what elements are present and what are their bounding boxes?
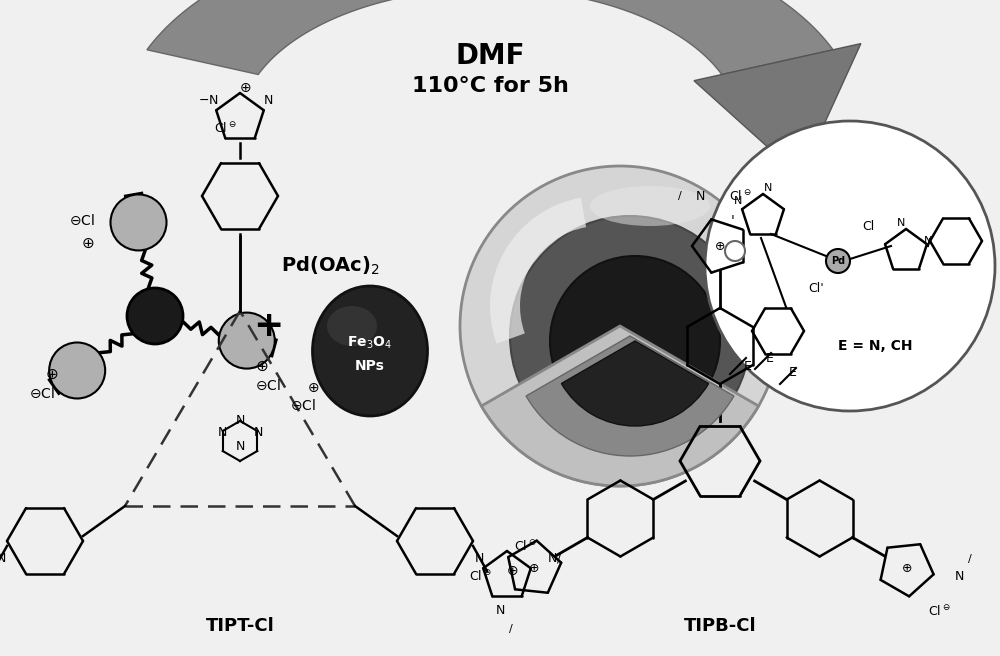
Circle shape xyxy=(826,249,850,273)
Text: Fe$_3$O$_4$: Fe$_3$O$_4$ xyxy=(347,335,393,351)
Text: N$/$: N$/$ xyxy=(547,551,563,565)
Text: E: E xyxy=(766,352,774,365)
Circle shape xyxy=(550,256,720,426)
Text: Cl$^\ominus$: Cl$^\ominus$ xyxy=(514,539,536,554)
Ellipse shape xyxy=(312,286,428,416)
Text: $\ominus$Cl: $\ominus$Cl xyxy=(69,214,95,228)
Text: N: N xyxy=(897,218,905,228)
Text: N: N xyxy=(764,183,772,193)
Text: N: N xyxy=(955,569,964,583)
Circle shape xyxy=(219,313,275,369)
Circle shape xyxy=(510,216,750,456)
Text: N: N xyxy=(253,426,263,440)
Text: $/$: $/$ xyxy=(508,622,513,634)
Text: $\oplus$: $\oplus$ xyxy=(901,562,912,575)
Text: N: N xyxy=(235,440,245,453)
Text: ': ' xyxy=(731,214,735,228)
Text: Cl': Cl' xyxy=(808,283,824,295)
Text: TIPB-Cl: TIPB-Cl xyxy=(684,617,756,635)
Text: DMF: DMF xyxy=(455,42,525,70)
Text: $\oplus$: $\oplus$ xyxy=(714,239,726,253)
Text: $\oplus$: $\oplus$ xyxy=(506,564,518,578)
Circle shape xyxy=(460,166,780,486)
Text: $-$N: $-$N xyxy=(198,94,218,106)
Polygon shape xyxy=(694,43,861,176)
Text: Pd: Pd xyxy=(831,256,845,266)
Text: $\ominus$Cl: $\ominus$Cl xyxy=(290,399,316,413)
Ellipse shape xyxy=(590,186,710,226)
Text: Cl: Cl xyxy=(862,220,874,232)
Text: $\ominus$Cl: $\ominus$Cl xyxy=(255,379,281,393)
Text: $\oplus$: $\oplus$ xyxy=(255,358,269,373)
Text: $\oplus$: $\oplus$ xyxy=(307,381,319,395)
Text: N: N xyxy=(496,604,505,617)
Wedge shape xyxy=(526,336,734,456)
Text: Cl$^\ominus$: Cl$^\ominus$ xyxy=(214,121,236,136)
Text: Cl$^\ominus$: Cl$^\ominus$ xyxy=(729,188,751,203)
Circle shape xyxy=(127,288,183,344)
Text: $\oplus$: $\oplus$ xyxy=(528,562,539,575)
Text: N: N xyxy=(695,190,705,203)
Text: E: E xyxy=(789,367,797,380)
Circle shape xyxy=(725,241,745,261)
Text: N: N xyxy=(474,552,484,565)
Text: N: N xyxy=(0,552,6,565)
Text: +: + xyxy=(253,309,283,343)
Wedge shape xyxy=(490,197,586,344)
Circle shape xyxy=(111,194,167,251)
Text: $\oplus$: $\oplus$ xyxy=(239,81,251,95)
Wedge shape xyxy=(561,341,709,426)
Circle shape xyxy=(705,121,995,411)
Text: N: N xyxy=(217,426,227,440)
Ellipse shape xyxy=(327,306,377,346)
Text: Pd(OAc)$_2$: Pd(OAc)$_2$ xyxy=(281,255,379,277)
Text: $/$: $/$ xyxy=(967,552,972,565)
Wedge shape xyxy=(481,326,759,486)
Text: E = N, CH: E = N, CH xyxy=(838,339,912,353)
Text: 110°C for 5h: 110°C for 5h xyxy=(412,76,568,96)
Text: $\ominus$Cl: $\ominus$Cl xyxy=(29,387,55,401)
Text: $\oplus$: $\oplus$ xyxy=(45,367,59,382)
Text: TIPT-Cl: TIPT-Cl xyxy=(206,617,274,635)
Text: NPs: NPs xyxy=(355,359,385,373)
Text: N: N xyxy=(924,236,932,246)
Text: Cl$^\ominus$: Cl$^\ominus$ xyxy=(928,604,951,619)
Text: $\oplus$: $\oplus$ xyxy=(81,236,95,251)
Text: E: E xyxy=(744,359,752,373)
Text: N: N xyxy=(235,415,245,428)
Text: $/$: $/$ xyxy=(677,190,683,203)
Text: N: N xyxy=(263,94,273,106)
Polygon shape xyxy=(147,0,833,75)
Text: N: N xyxy=(734,196,742,206)
Text: Cl$^\ominus$: Cl$^\ominus$ xyxy=(469,569,492,584)
Circle shape xyxy=(49,342,105,398)
